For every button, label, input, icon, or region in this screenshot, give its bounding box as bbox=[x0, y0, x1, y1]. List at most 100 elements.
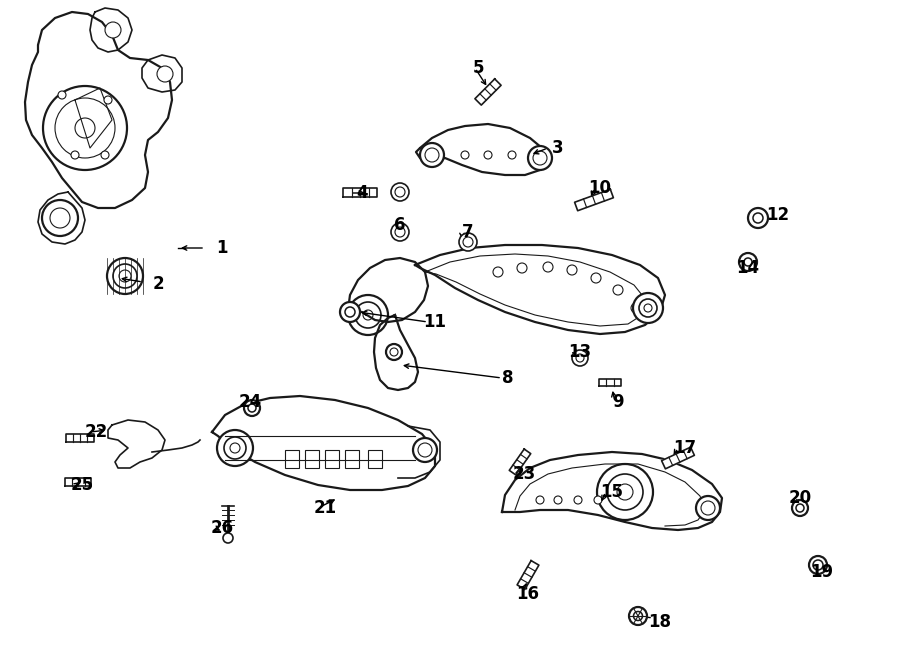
Polygon shape bbox=[65, 478, 91, 486]
Circle shape bbox=[639, 299, 657, 317]
Circle shape bbox=[634, 612, 643, 620]
Text: 23: 23 bbox=[512, 465, 535, 483]
Circle shape bbox=[425, 148, 439, 162]
Circle shape bbox=[418, 443, 432, 457]
Circle shape bbox=[744, 258, 752, 266]
Polygon shape bbox=[108, 420, 165, 468]
Circle shape bbox=[230, 443, 240, 453]
Polygon shape bbox=[398, 426, 440, 478]
Polygon shape bbox=[38, 192, 85, 244]
Circle shape bbox=[633, 293, 663, 323]
Circle shape bbox=[533, 151, 547, 165]
Text: 22: 22 bbox=[85, 423, 108, 441]
Polygon shape bbox=[25, 12, 172, 208]
Circle shape bbox=[554, 496, 562, 504]
Polygon shape bbox=[142, 55, 182, 92]
Circle shape bbox=[809, 556, 827, 574]
Polygon shape bbox=[518, 561, 539, 589]
Text: 9: 9 bbox=[612, 393, 624, 411]
Text: 12: 12 bbox=[767, 206, 789, 224]
Circle shape bbox=[701, 501, 715, 515]
Circle shape bbox=[395, 187, 405, 197]
Circle shape bbox=[528, 146, 552, 170]
Text: 26: 26 bbox=[211, 519, 234, 537]
Circle shape bbox=[613, 285, 623, 295]
Circle shape bbox=[113, 264, 137, 288]
Text: 19: 19 bbox=[810, 563, 833, 581]
Circle shape bbox=[105, 22, 121, 38]
Circle shape bbox=[217, 430, 253, 466]
Circle shape bbox=[71, 151, 79, 159]
Polygon shape bbox=[599, 379, 621, 385]
Circle shape bbox=[459, 233, 477, 251]
Circle shape bbox=[58, 91, 66, 99]
Polygon shape bbox=[415, 245, 665, 334]
Circle shape bbox=[75, 118, 95, 138]
Circle shape bbox=[348, 295, 388, 335]
Circle shape bbox=[420, 143, 444, 167]
Circle shape bbox=[576, 354, 584, 362]
Circle shape bbox=[493, 267, 503, 277]
Circle shape bbox=[363, 310, 373, 320]
Text: 1: 1 bbox=[216, 239, 228, 257]
Polygon shape bbox=[574, 189, 614, 211]
Circle shape bbox=[461, 151, 469, 159]
Circle shape bbox=[796, 504, 804, 512]
Text: 11: 11 bbox=[424, 313, 446, 331]
Circle shape bbox=[43, 86, 127, 170]
Bar bbox=[345, 450, 359, 468]
Circle shape bbox=[42, 200, 78, 236]
Circle shape bbox=[607, 474, 643, 510]
Circle shape bbox=[463, 237, 473, 247]
Text: 18: 18 bbox=[649, 613, 671, 631]
Circle shape bbox=[104, 96, 112, 104]
Text: 20: 20 bbox=[788, 489, 812, 507]
Circle shape bbox=[390, 348, 398, 356]
Bar bbox=[305, 450, 319, 468]
Text: 6: 6 bbox=[394, 216, 406, 234]
Polygon shape bbox=[502, 452, 722, 530]
Polygon shape bbox=[662, 447, 695, 469]
Circle shape bbox=[536, 496, 544, 504]
Text: 24: 24 bbox=[238, 393, 262, 411]
Polygon shape bbox=[509, 449, 531, 475]
Text: 8: 8 bbox=[502, 369, 514, 387]
Circle shape bbox=[517, 263, 527, 273]
Circle shape bbox=[567, 265, 577, 275]
Bar bbox=[325, 450, 339, 468]
Circle shape bbox=[224, 437, 246, 459]
Circle shape bbox=[597, 464, 653, 520]
Circle shape bbox=[340, 302, 360, 322]
Circle shape bbox=[753, 213, 763, 223]
Circle shape bbox=[574, 496, 582, 504]
Polygon shape bbox=[212, 396, 435, 490]
Circle shape bbox=[50, 208, 70, 228]
Text: 16: 16 bbox=[517, 585, 539, 603]
Bar bbox=[285, 450, 299, 468]
Polygon shape bbox=[374, 315, 418, 390]
Text: 17: 17 bbox=[673, 439, 697, 457]
Text: 13: 13 bbox=[569, 343, 591, 361]
Polygon shape bbox=[416, 124, 548, 175]
Circle shape bbox=[508, 151, 516, 159]
Circle shape bbox=[101, 151, 109, 159]
Circle shape bbox=[792, 500, 808, 516]
Circle shape bbox=[55, 98, 115, 158]
Circle shape bbox=[248, 404, 256, 412]
Text: 3: 3 bbox=[553, 139, 563, 157]
Text: 2: 2 bbox=[152, 275, 164, 293]
Circle shape bbox=[223, 533, 233, 543]
Circle shape bbox=[157, 66, 173, 82]
Circle shape bbox=[543, 262, 553, 272]
Text: 15: 15 bbox=[600, 483, 624, 501]
Circle shape bbox=[391, 223, 409, 241]
Circle shape bbox=[813, 560, 823, 570]
Text: 14: 14 bbox=[736, 259, 760, 277]
Circle shape bbox=[739, 253, 757, 271]
Circle shape bbox=[617, 484, 633, 500]
Text: 25: 25 bbox=[70, 476, 94, 494]
Polygon shape bbox=[475, 79, 501, 105]
Circle shape bbox=[386, 344, 402, 360]
Bar bbox=[368, 450, 382, 468]
Circle shape bbox=[591, 273, 601, 283]
